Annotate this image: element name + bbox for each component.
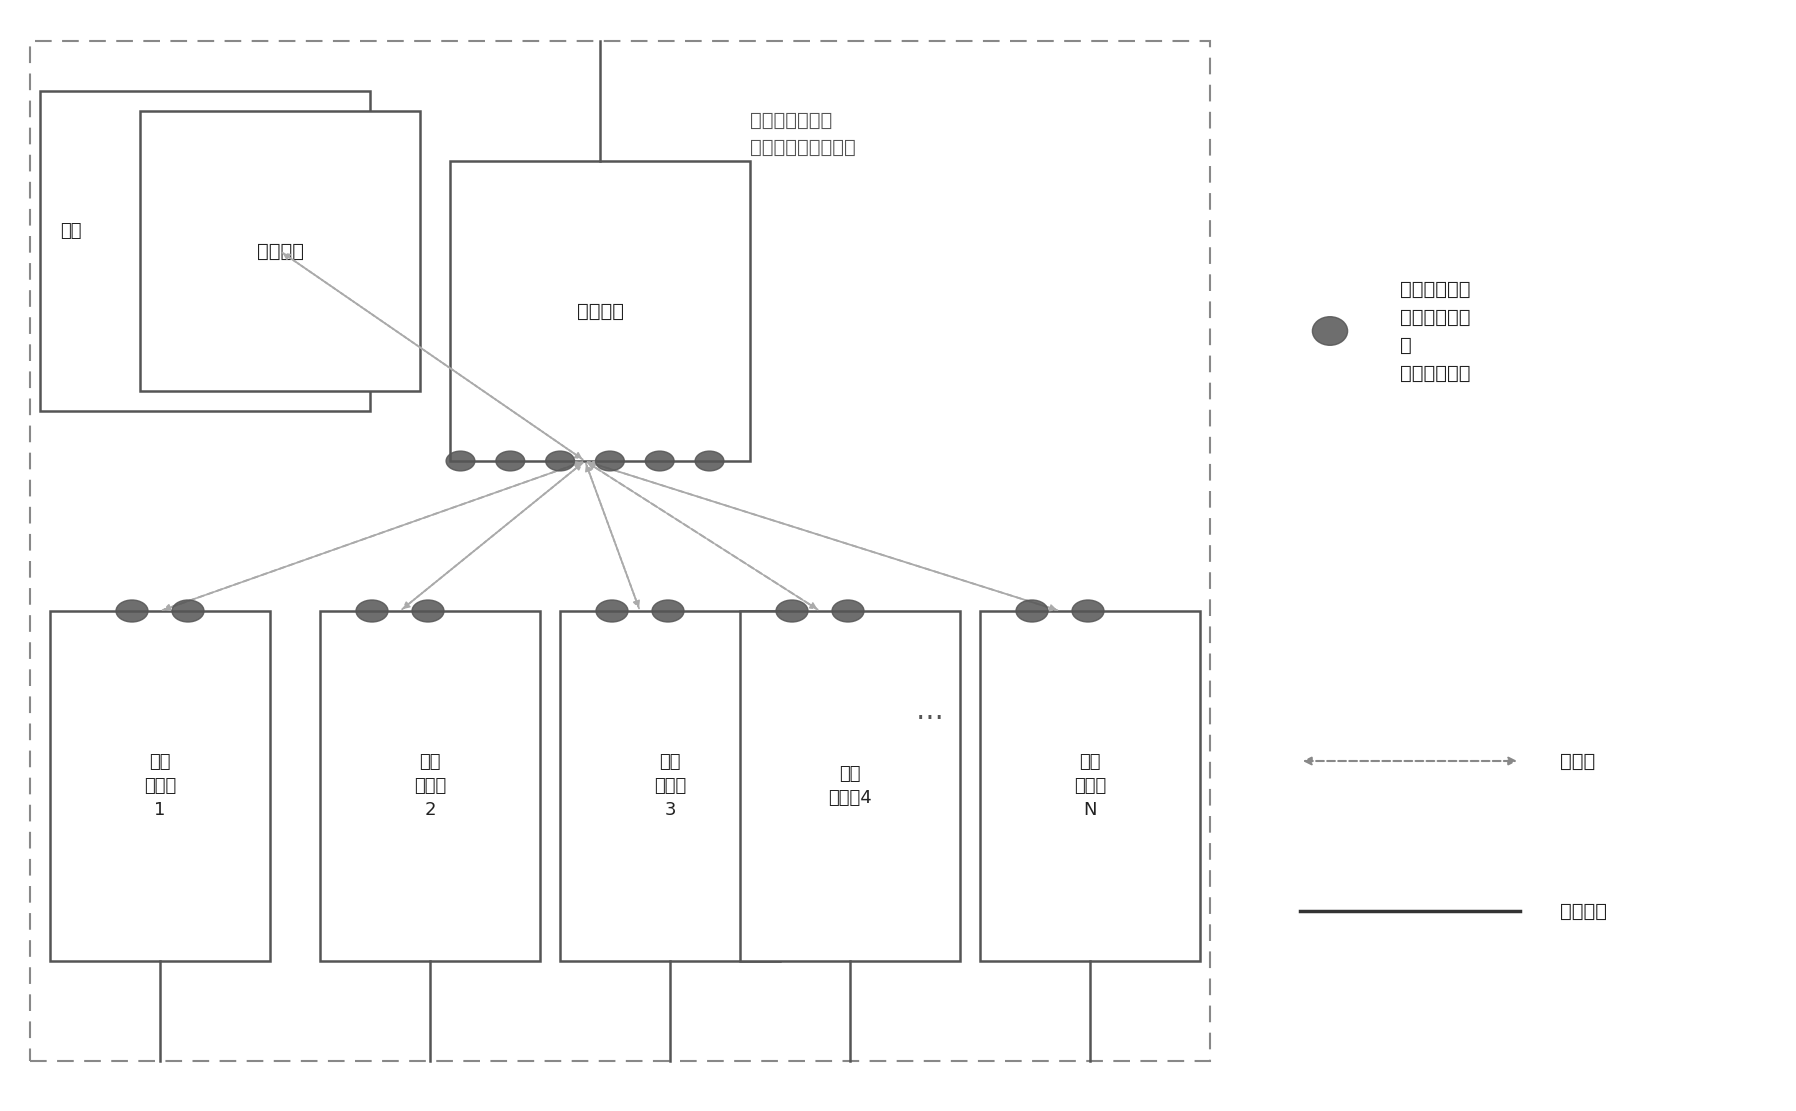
Text: 物理连线: 物理连线: [1561, 901, 1607, 921]
Text: …: …: [916, 697, 945, 725]
Ellipse shape: [496, 451, 524, 471]
Bar: [451, 161, 751, 461]
Ellipse shape: [356, 600, 388, 622]
Text: 叶子
路由器
1: 叶子 路由器 1: [144, 753, 176, 819]
Ellipse shape: [776, 600, 808, 622]
Ellipse shape: [1072, 600, 1105, 622]
Ellipse shape: [445, 451, 474, 471]
Text: 叶子
路由器
N: 叶子 路由器 N: [1074, 753, 1106, 819]
Bar: [31, 41, 1211, 1061]
Text: 叶子
路由器4: 叶子 路由器4: [828, 765, 871, 807]
Bar: [50, 611, 269, 961]
Bar: [140, 111, 420, 391]
Bar: [320, 611, 541, 961]
Bar: [560, 611, 779, 961]
Bar: [40, 91, 370, 411]
Ellipse shape: [172, 600, 205, 622]
Text: 根路由器: 根路由器: [577, 301, 623, 320]
Text: 控制设备: 控制设备: [257, 241, 304, 260]
Ellipse shape: [411, 600, 444, 622]
Ellipse shape: [652, 600, 684, 622]
Text: 控制流: 控制流: [1561, 751, 1595, 771]
Text: 集群内连数据
通道接口，使
用
标准接口互连: 集群内连数据 通道接口，使 用 标准接口互连: [1401, 280, 1471, 382]
Ellipse shape: [832, 600, 864, 622]
Ellipse shape: [695, 451, 724, 471]
Text: 备控: 备控: [59, 222, 81, 240]
Ellipse shape: [117, 600, 147, 622]
Text: 叶子
路由器
3: 叶子 路由器 3: [654, 753, 686, 819]
Ellipse shape: [596, 451, 625, 471]
Bar: [981, 611, 1200, 961]
Text: 叶子
路由器
2: 叶子 路由器 2: [413, 753, 445, 819]
Ellipse shape: [645, 451, 674, 471]
Text: 控制转发分离的
虚拟集群路由器系统: 控制转发分离的 虚拟集群路由器系统: [751, 111, 855, 157]
Ellipse shape: [1017, 600, 1049, 622]
Ellipse shape: [596, 600, 629, 622]
Ellipse shape: [546, 451, 575, 471]
Ellipse shape: [1313, 317, 1347, 346]
Bar: [740, 611, 961, 961]
